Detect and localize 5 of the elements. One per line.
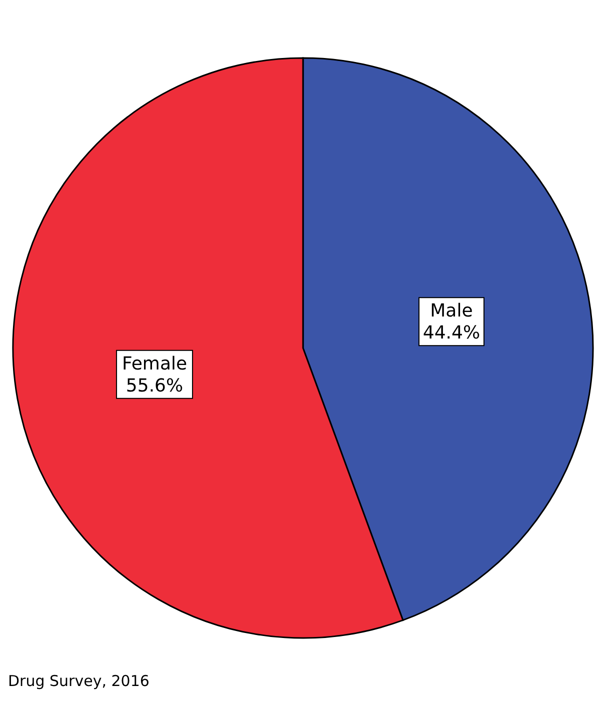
slice-label: Female: [122, 353, 188, 374]
text: Drug Survey, 2016: [8, 672, 150, 690]
slice-label: Male: [430, 300, 473, 322]
data-label: 55.6%: [126, 375, 184, 396]
data-label: 44.4%: [422, 322, 480, 344]
